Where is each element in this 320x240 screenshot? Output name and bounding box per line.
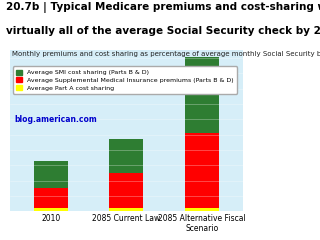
Bar: [185, 57, 219, 133]
Legend: Average SMI cost sharing (Parts B & D), Average Supplemental Medical Insurance p: Average SMI cost sharing (Parts B & D), …: [13, 66, 237, 94]
Bar: [34, 208, 68, 211]
Text: Monthly premiums and cost sharing as percentage of average monthly Social Securi: Monthly premiums and cost sharing as per…: [12, 51, 320, 57]
Bar: [34, 161, 68, 188]
Bar: [34, 188, 68, 208]
Text: 20.7b | Typical Medicare premiums and cost-sharing will consume: 20.7b | Typical Medicare premiums and co…: [6, 2, 320, 13]
Bar: [109, 139, 143, 173]
Bar: [109, 173, 143, 208]
Text: blog.american.com: blog.american.com: [14, 115, 97, 124]
Bar: [109, 208, 143, 211]
Text: virtually all of the average Social Security check by 2085: virtually all of the average Social Secu…: [6, 26, 320, 36]
Bar: [185, 133, 219, 208]
Bar: [185, 208, 219, 211]
